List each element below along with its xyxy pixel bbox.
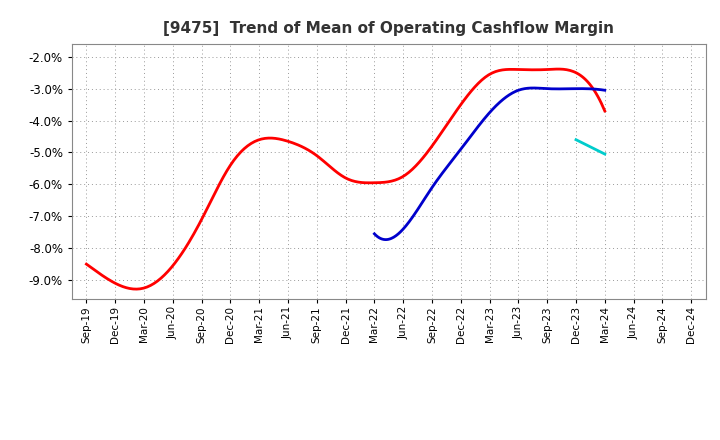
Title: [9475]  Trend of Mean of Operating Cashflow Margin: [9475] Trend of Mean of Operating Cashfl… [163,21,614,36]
